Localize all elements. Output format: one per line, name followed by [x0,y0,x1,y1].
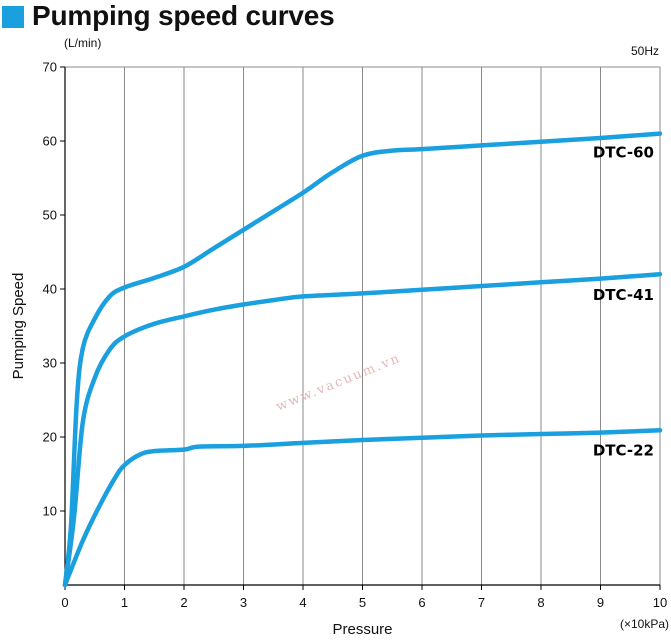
series-line-dtc-60 [62,131,663,588]
x-tick-label-10: 10 [653,595,667,610]
x-tick-label-2: 2 [180,595,187,610]
chart-title: Pumping speed curves [32,0,335,31]
watermark-text: www.vacuum.vn [274,351,403,415]
series-line-dtc-41 [62,271,663,588]
x-tick-label-7: 7 [478,595,485,610]
series-lines [62,131,663,588]
y-tick-label-70: 70 [43,60,57,75]
x-tick-label-4: 4 [299,595,306,610]
x-tick-label-3: 3 [240,595,247,610]
title-square-icon [2,6,24,28]
grid [65,66,661,585]
y-tick-label-40: 40 [43,282,57,297]
y-axis-label: Pumping Speed [10,273,27,380]
y-tick-label-50: 50 [43,208,57,223]
chart-header: Pumping speed curves [0,0,671,34]
y-tick-label-30: 30 [43,356,57,371]
series-label-dtc-41: DTC-41 [593,286,654,304]
x-tick-label-9: 9 [597,595,604,610]
x-tick-label-5: 5 [359,595,366,610]
y-tick-label-10: 10 [43,504,57,519]
x-tick-label-6: 6 [418,595,425,610]
x-tick-label-0: 0 [61,595,68,610]
series-line-dtc-22 [62,428,663,588]
tick-labels: 10 20 30 40 50 60 70 0 1 2 3 4 5 6 7 8 9 10 [43,60,668,611]
y-tick-label-60: 60 [43,134,57,149]
x-tick-label-8: 8 [537,595,544,610]
series-labels: DTC-60 DTC-41 DTC-22 [593,144,654,460]
series-label-dtc-60: DTC-60 [593,144,654,162]
x-axis-unit: (×10kPa) [620,617,669,631]
y-tick-label-20: 20 [43,430,57,445]
frequency-note: 50Hz [631,44,659,58]
x-axis-label: Pressure [332,621,392,638]
y-axis-unit: (L/min) [64,36,101,50]
x-tick-label-1: 1 [121,595,128,610]
series-label-dtc-22: DTC-22 [593,441,654,459]
axes [60,66,661,590]
